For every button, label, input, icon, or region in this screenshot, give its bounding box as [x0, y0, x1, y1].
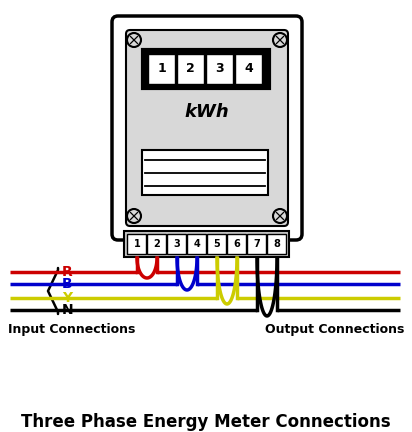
Bar	[206, 54, 233, 84]
Text: 4: 4	[244, 63, 253, 76]
Bar	[142, 150, 268, 195]
Text: Y: Y	[62, 291, 72, 305]
Text: 7: 7	[254, 239, 260, 249]
Bar	[127, 234, 147, 254]
Text: Input Connections: Input Connections	[8, 324, 136, 337]
Text: kWh: kWh	[185, 103, 229, 121]
Text: 1: 1	[133, 239, 140, 249]
Text: Three Phase Energy Meter Connections: Three Phase Energy Meter Connections	[21, 413, 391, 431]
Bar	[187, 234, 206, 254]
Circle shape	[273, 209, 287, 223]
Bar	[143, 50, 269, 88]
Text: 1: 1	[157, 63, 166, 76]
Text: 5: 5	[214, 239, 220, 249]
Bar	[177, 54, 204, 84]
Text: 3: 3	[173, 239, 180, 249]
Text: 2: 2	[186, 63, 195, 76]
Circle shape	[127, 33, 141, 47]
Circle shape	[127, 209, 141, 223]
Bar	[148, 54, 175, 84]
Bar	[147, 234, 166, 254]
Bar	[227, 234, 246, 254]
Text: 8: 8	[274, 239, 281, 249]
Text: N: N	[62, 303, 74, 317]
FancyBboxPatch shape	[112, 16, 302, 240]
FancyBboxPatch shape	[126, 30, 288, 226]
Text: R: R	[62, 265, 73, 279]
Bar	[235, 54, 262, 84]
Bar	[248, 234, 267, 254]
Text: Output Connections: Output Connections	[265, 324, 404, 337]
Circle shape	[273, 33, 287, 47]
Bar	[267, 234, 286, 254]
Text: 2: 2	[154, 239, 160, 249]
Text: 3: 3	[215, 63, 224, 76]
Text: 6: 6	[234, 239, 240, 249]
Bar	[208, 234, 227, 254]
Bar	[168, 234, 187, 254]
Text: 4: 4	[194, 239, 200, 249]
Bar	[124, 231, 290, 257]
Text: B: B	[62, 277, 73, 291]
